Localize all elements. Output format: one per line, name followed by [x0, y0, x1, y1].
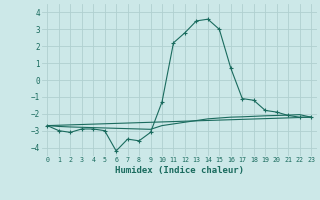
X-axis label: Humidex (Indice chaleur): Humidex (Indice chaleur): [115, 166, 244, 175]
